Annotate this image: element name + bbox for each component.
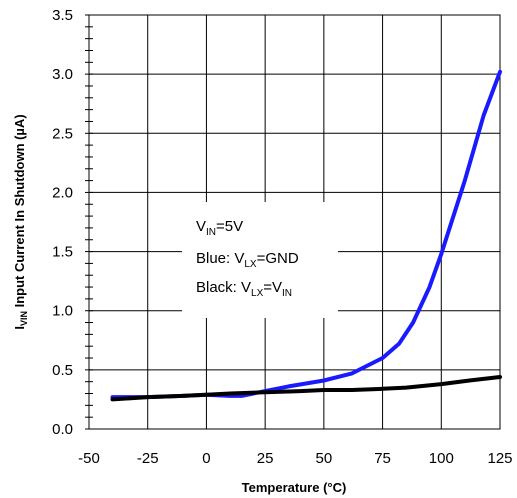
x-tick-label: -50 — [78, 450, 100, 467]
x-tick-label: 125 — [487, 450, 512, 467]
y-tick-label: 2.0 — [52, 184, 73, 201]
plot-area-frame — [88, 14, 501, 430]
y-axis-title: IVIN Input Current In Shutdown (µA) — [12, 114, 29, 329]
series-line-1 — [110, 375, 502, 402]
y-tick-label: 2.5 — [52, 125, 73, 142]
x-tick-label: 100 — [429, 450, 454, 467]
y-tick-label: 1.0 — [52, 303, 73, 320]
annotation-box — [182, 202, 338, 318]
x-tick-label: 75 — [374, 450, 391, 467]
annotation-line-vin: VIN=5V — [196, 218, 243, 238]
annotation-line-black: Black: VLX=VIN — [196, 279, 292, 299]
x-tick-label: 25 — [257, 450, 274, 467]
y-tick-labels: 0.0 0.5 1.0 1.5 2.0 2.5 3.0 3.5 — [52, 7, 73, 438]
x-axis-title: Temperature (°C) — [242, 480, 347, 495]
x-tick-label: -25 — [137, 450, 159, 467]
x-tick-label: 0 — [202, 450, 210, 467]
y-tick-label: 1.5 — [52, 244, 73, 261]
y-tick-label: 0.5 — [52, 362, 73, 379]
annotation-line-blue: Blue: VLX=GND — [196, 250, 299, 270]
y-tick-label: 3.5 — [52, 7, 73, 24]
y-tick-label: 0.0 — [52, 421, 73, 438]
x-tick-label: 50 — [316, 450, 333, 467]
y-tick-label: 3.0 — [52, 66, 73, 83]
series-lines — [110, 69, 502, 402]
x-tick-labels: -50 -25 0 25 50 75 100 125 — [78, 450, 512, 467]
